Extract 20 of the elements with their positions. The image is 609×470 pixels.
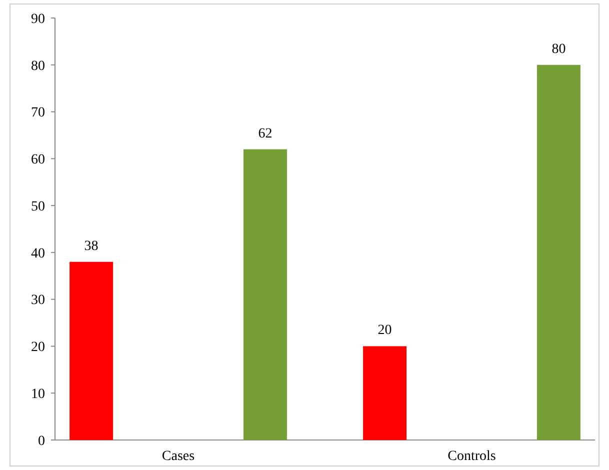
y-tick-label: 50 [31,199,45,214]
data-label: 20 [378,323,392,338]
y-tick-label: 60 [31,152,45,168]
y-tick-label: 40 [31,246,45,262]
bar [536,64,580,440]
data-label: 38 [84,238,98,254]
data-label: 62 [258,126,272,142]
y-tick-label: 10 [31,387,45,402]
y-tick-label: 80 [31,58,45,74]
y-tick-label: 90 [31,12,45,27]
y-tick-label: 30 [31,293,45,308]
y-tick-label: 70 [31,106,45,121]
data-label: 80 [552,42,566,57]
x-tick-label: Cases [162,449,195,464]
bar [243,149,287,440]
x-tick-label: Controls [448,449,496,464]
bar [363,346,407,440]
y-tick-label: 0 [38,434,45,449]
y-tick-label: 20 [31,340,45,356]
bar [70,262,114,440]
